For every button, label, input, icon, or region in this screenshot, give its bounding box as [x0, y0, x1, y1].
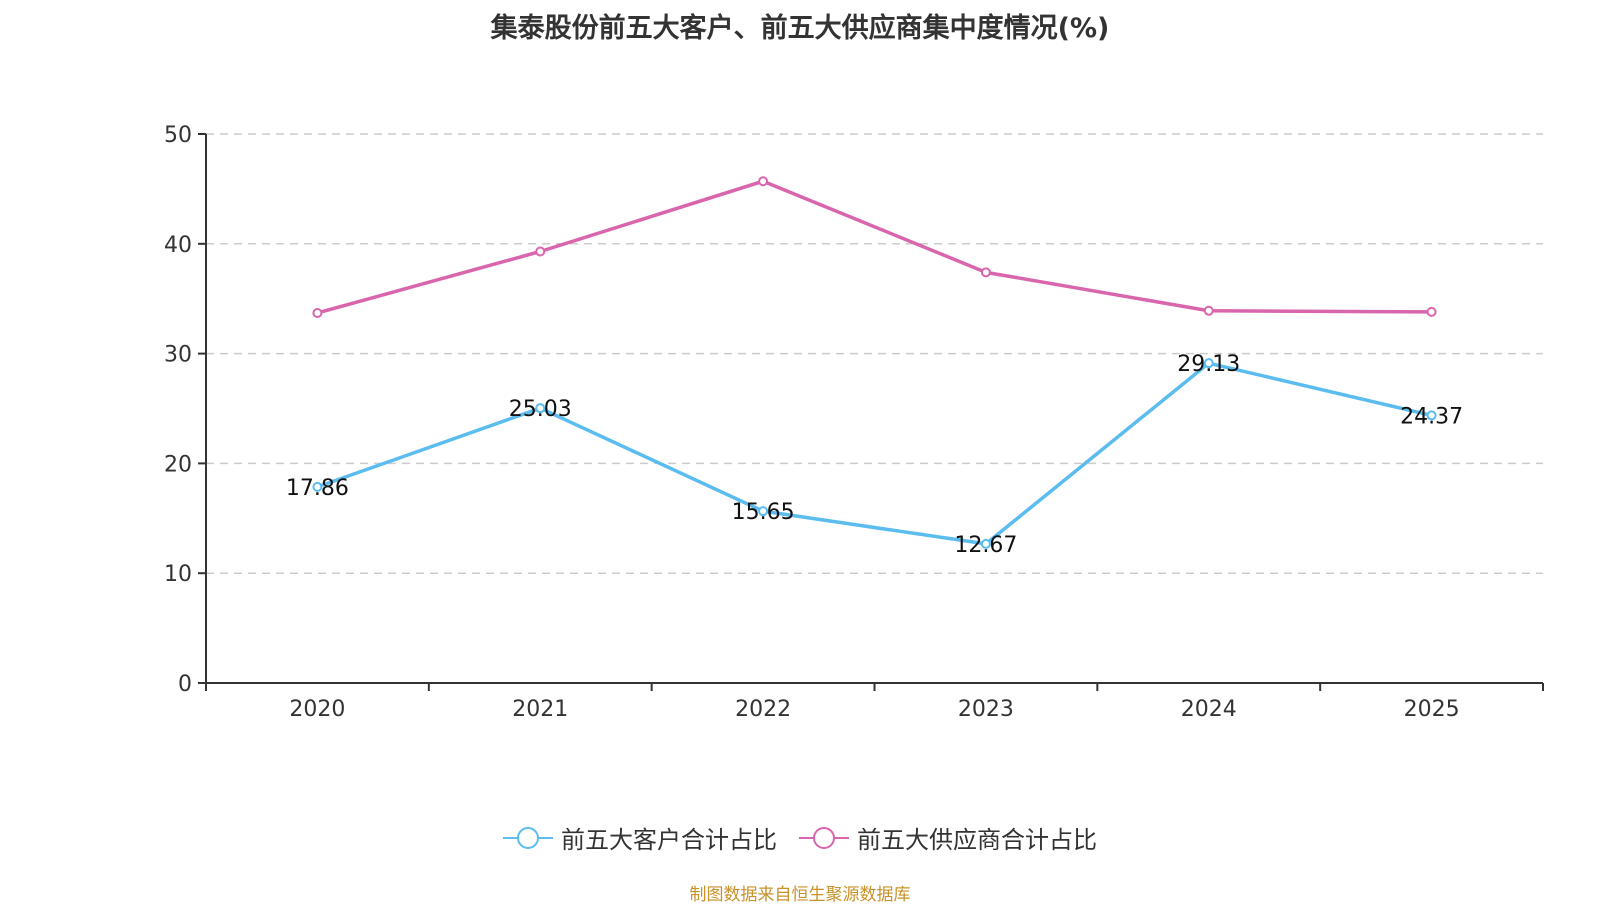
- y-tick-label: 40: [164, 233, 192, 258]
- data-point: [758, 176, 769, 187]
- legend-item-customers[interactable]: 前五大客户合计占比: [503, 820, 777, 855]
- series-line: [316, 179, 1432, 315]
- legend-marker-customers: [503, 826, 553, 849]
- data-label: 15.65: [732, 500, 795, 525]
- data-label: 24.37: [1400, 404, 1463, 429]
- y-tick-label: 50: [164, 123, 192, 148]
- chart-title: 集泰股份前五大客户、前五大供应商集中度情况(%): [490, 13, 1110, 44]
- data-point: [1203, 305, 1214, 316]
- source-note: 制图数据来自恒生聚源数据库: [689, 885, 911, 905]
- series-line: [316, 361, 1432, 546]
- y-tick-label: 20: [164, 452, 192, 477]
- legend-label-customers: 前五大客户合计占比: [561, 826, 777, 854]
- x-tick-label: 2024: [1181, 697, 1237, 722]
- data-point: [535, 246, 546, 257]
- data-point: [535, 403, 546, 414]
- legend: 前五大客户合计占比 前五大供应商合计占比: [0, 820, 1600, 855]
- legend-marker-suppliers: [799, 826, 849, 849]
- y-tick-label: 10: [164, 562, 192, 587]
- data-point: [1426, 410, 1437, 421]
- y-tick-label: 0: [178, 672, 192, 697]
- data-point: [1203, 358, 1214, 369]
- x-tick-label: 2022: [735, 697, 791, 722]
- data-point: [980, 267, 991, 278]
- x-tick-label: 2023: [958, 697, 1014, 722]
- x-tick-label: 2020: [289, 697, 345, 722]
- data-label: 12.67: [954, 533, 1017, 558]
- data-point: [312, 481, 323, 492]
- x-tick-label: 2021: [512, 697, 568, 722]
- data-point: [312, 307, 323, 318]
- x-tick-label: 2025: [1404, 697, 1460, 722]
- legend-item-suppliers[interactable]: 前五大供应商合计占比: [799, 820, 1097, 855]
- data-point: [1426, 306, 1437, 317]
- data-label: 17.86: [286, 476, 349, 501]
- data-label: 25.03: [509, 397, 572, 422]
- y-tick-label: 30: [164, 343, 192, 368]
- data-label: 29.13: [1177, 352, 1240, 377]
- data-point: [758, 506, 769, 517]
- data-point: [980, 538, 991, 549]
- legend-label-suppliers: 前五大供应商合计占比: [857, 826, 1097, 854]
